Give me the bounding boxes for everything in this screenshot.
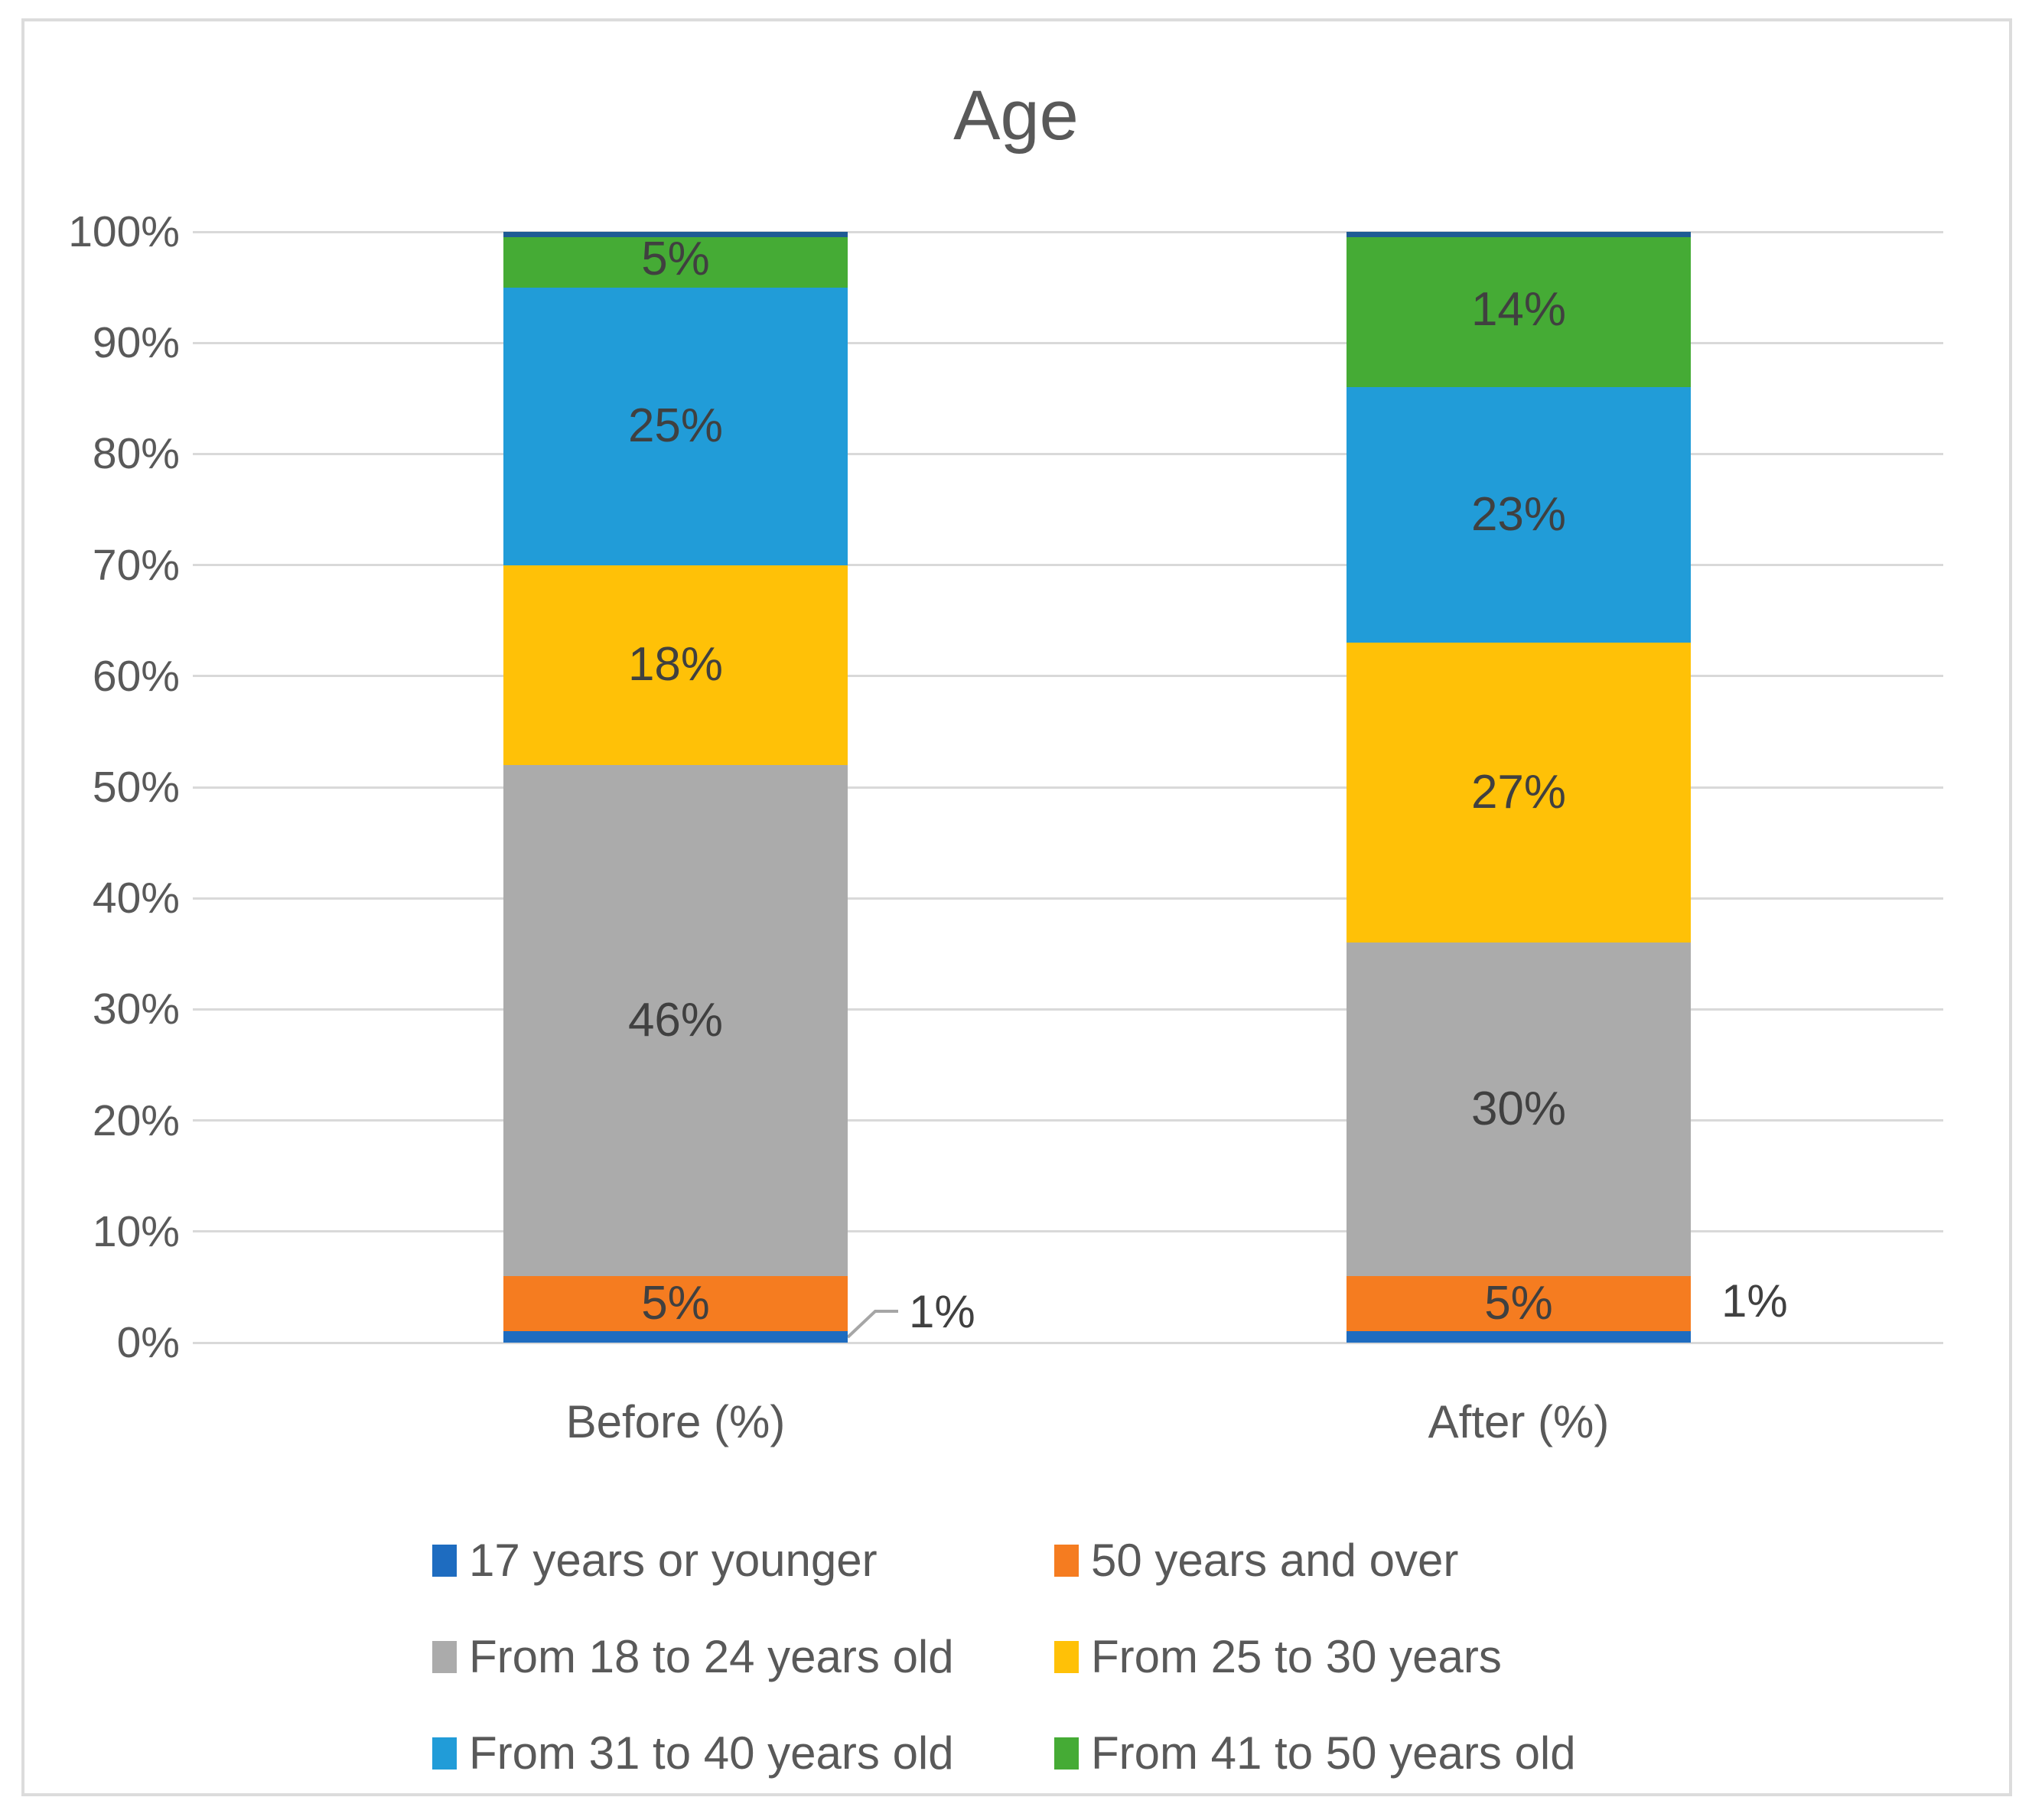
- gridline: [193, 1008, 1943, 1011]
- bar-segment: [1347, 943, 1691, 1276]
- bar-segment: [503, 287, 848, 565]
- gridline: [193, 452, 1943, 455]
- segment-label: 5%: [641, 1277, 710, 1330]
- y-axis-tick-label: 50%: [92, 763, 180, 812]
- segment-label: 30%: [1470, 1083, 1567, 1136]
- bar-segment: [1347, 1275, 1691, 1332]
- bar-segment: [1347, 387, 1691, 643]
- bar-segment: [1347, 643, 1691, 943]
- segment-label: 23%: [1470, 488, 1567, 542]
- bar-segment: [1347, 1331, 1691, 1343]
- gridline: [193, 1341, 1943, 1344]
- segment-label: 46%: [627, 993, 724, 1047]
- segment-label: 5%: [1484, 1277, 1553, 1330]
- chart-title: Age: [953, 77, 1079, 155]
- legend-marker: [432, 1641, 457, 1673]
- gridline: [193, 341, 1943, 344]
- y-axis-tick-label: 40%: [92, 874, 180, 923]
- callout-label: 1%: [1721, 1275, 1788, 1327]
- legend-label: From 18 to 24 years old: [469, 1631, 954, 1682]
- bar-top-cap: [503, 232, 848, 237]
- y-axis-tick-label: 10%: [92, 1206, 180, 1256]
- y-axis-tick-label: 70%: [92, 540, 180, 590]
- bar-segment: [503, 565, 848, 765]
- y-axis-tick-label: 80%: [92, 429, 180, 479]
- legend-label: From 31 to 40 years old: [469, 1727, 954, 1779]
- y-axis-tick-label: 100%: [68, 207, 180, 256]
- y-axis-tick-label: 30%: [92, 985, 180, 1034]
- segment-label: 18%: [627, 638, 724, 692]
- gridline: [193, 1119, 1943, 1122]
- legend-label: 17 years or younger: [469, 1535, 878, 1586]
- legend-marker: [432, 1737, 457, 1770]
- callout-label: 1%: [909, 1286, 975, 1337]
- segment-label: 25%: [627, 399, 724, 453]
- gridline: [193, 897, 1943, 900]
- gridline: [193, 675, 1943, 678]
- y-axis-tick-label: 20%: [92, 1096, 180, 1145]
- gridline: [193, 230, 1943, 233]
- bar-top-cap: [1347, 232, 1691, 237]
- bar-segment: [503, 764, 848, 1276]
- legend-marker: [1054, 1641, 1079, 1673]
- bar-segment: [503, 1331, 848, 1343]
- legend-label: From 25 to 30 years: [1091, 1631, 1502, 1682]
- segment-label: 5%: [641, 233, 710, 286]
- category-label: After (%): [1428, 1396, 1610, 1447]
- y-axis-tick-label: 60%: [92, 651, 180, 701]
- gridline: [193, 564, 1943, 567]
- category-label: Before (%): [565, 1396, 786, 1447]
- segment-label: 27%: [1470, 766, 1567, 819]
- legend-marker: [1054, 1545, 1079, 1577]
- legend-label: 50 years and over: [1091, 1535, 1459, 1586]
- y-axis-tick-label: 0%: [116, 1318, 180, 1367]
- legend-marker: [432, 1545, 457, 1577]
- bar-segment: [503, 1275, 848, 1332]
- bar-after: 5% 30% 27% 23% 14%: [1347, 232, 1691, 1343]
- legend-label: From 41 to 50 years old: [1091, 1727, 1576, 1779]
- bar-segment: [1347, 232, 1691, 388]
- gridline: [193, 786, 1943, 789]
- segment-label: 14%: [1470, 282, 1567, 336]
- legend-marker: [1054, 1737, 1079, 1770]
- y-axis-tick-label: 90%: [92, 318, 180, 368]
- bar-before: 5% 46% 18% 25% 5%: [503, 232, 848, 1343]
- gridline: [193, 1230, 1943, 1233]
- bar-segment: [503, 232, 848, 288]
